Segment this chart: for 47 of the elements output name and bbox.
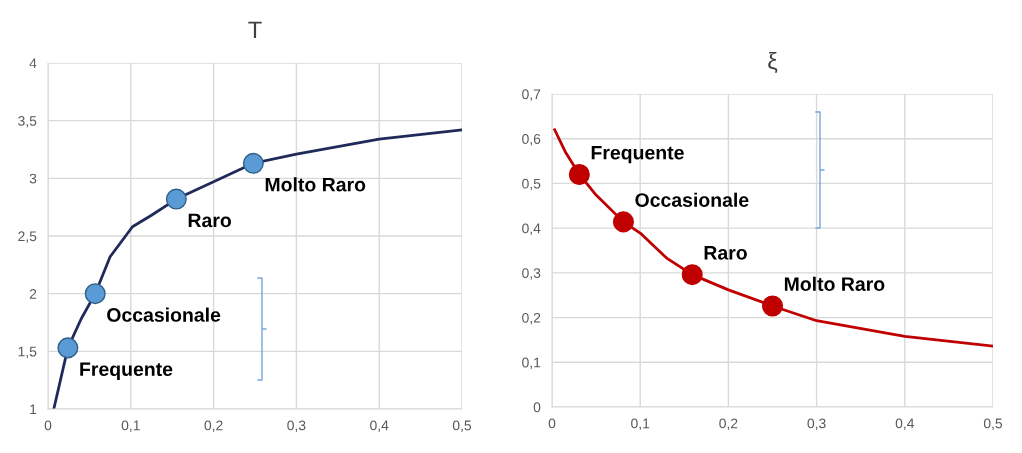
y-tick-label: 1	[30, 404, 37, 415]
chart-title: T	[248, 21, 262, 38]
x-tick-label: 0,4	[895, 418, 915, 430]
point	[761, 295, 784, 317]
x-tick-label: 0,2	[204, 420, 223, 432]
x-tick-label: 0,1	[631, 418, 650, 430]
y-tick-label: 0,3	[522, 268, 541, 280]
x-tick-label: 0	[548, 418, 556, 429]
y-tick-label: 0,5	[522, 178, 541, 191]
y-tick-label: 0,1	[522, 357, 541, 370]
chart-title: ξ	[768, 51, 778, 74]
annotation: Molto Raro	[265, 177, 366, 192]
y-tick-label: 2,5	[18, 231, 37, 243]
x-tick-label: 0,3	[287, 420, 306, 432]
x-tick-label: 0,5	[983, 418, 1003, 430]
x-tick-label: 0,2	[719, 418, 738, 430]
y-tick-label: 0,7	[522, 89, 541, 101]
annotation: Occasionale	[107, 307, 221, 322]
annotation: Molto Raro	[784, 276, 885, 291]
x-tick-label: 0,3	[807, 418, 826, 430]
x-tick-label: 0,1	[121, 420, 140, 432]
y-tick-label: 0,4	[522, 223, 541, 235]
y-tick-label: 1,5	[18, 346, 37, 359]
y-tick-label: 2	[29, 289, 37, 299]
point	[612, 211, 634, 233]
point	[165, 188, 187, 210]
y-tick-label: 0	[533, 402, 541, 413]
point	[242, 152, 264, 174]
point	[84, 283, 106, 305]
y-tick-label: 4	[29, 58, 37, 69]
y-tick-label: 0,2	[522, 312, 541, 325]
point	[568, 163, 590, 186]
y-tick-label: 3,5	[18, 116, 37, 128]
annotation: Frequente	[80, 362, 173, 380]
y-tick-label: 0,6	[522, 134, 541, 146]
annotation: Raro	[704, 246, 747, 260]
annotation: Occasionale	[635, 192, 749, 207]
x-tick-label: 0,4	[370, 420, 389, 432]
point	[681, 264, 703, 286]
annotation: Raro	[188, 213, 231, 228]
y-tick-label: 3	[29, 173, 37, 184]
x-tick-label: 0,5	[452, 420, 472, 432]
x-tick-label: 0	[44, 420, 52, 431]
line-series	[52, 128, 462, 409]
point	[57, 337, 79, 359]
line-series	[553, 128, 993, 348]
annotation: Frequente	[591, 145, 684, 164]
